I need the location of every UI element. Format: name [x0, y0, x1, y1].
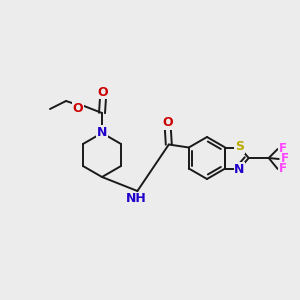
Text: N: N [234, 163, 245, 176]
Text: O: O [73, 101, 83, 115]
Text: F: F [279, 142, 287, 155]
Text: F: F [281, 152, 289, 166]
Text: N: N [97, 125, 107, 139]
Text: NH: NH [126, 193, 147, 206]
Text: O: O [98, 85, 108, 98]
Text: S: S [235, 140, 244, 153]
Text: O: O [163, 116, 173, 129]
Text: F: F [279, 163, 287, 176]
